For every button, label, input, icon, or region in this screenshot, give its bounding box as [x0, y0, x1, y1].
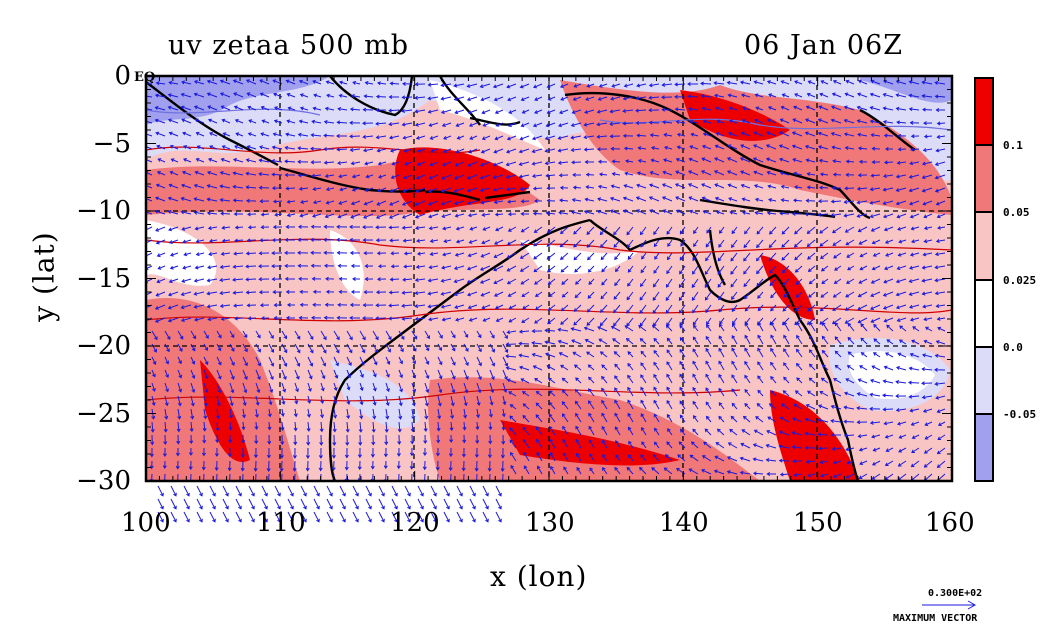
shading-white-indian: [330, 230, 364, 300]
colorbar-swatch-5: [974, 346, 994, 415]
y-tick-3: −15: [76, 264, 131, 294]
colorbar-label-1: 0.1: [1003, 139, 1023, 152]
x-tick-3: 130: [525, 508, 575, 538]
y-tick-2: −10: [76, 196, 131, 226]
y-axis-label: y (lat): [27, 231, 61, 322]
shading-white-west: [146, 220, 217, 286]
x-tick-6: 160: [925, 508, 975, 538]
max-vector-label: MAXIMUM VECTOR: [893, 613, 978, 624]
shading-red-core-banda: [395, 147, 530, 215]
coast-australia-west: [328, 218, 591, 481]
shading-blue-perth: [330, 360, 420, 429]
colorbar: [974, 77, 994, 482]
wind-vectors-below: [157, 485, 502, 523]
grid-lines: [146, 76, 952, 481]
coast-newbritain: [859, 108, 916, 151]
coast-borneo: [329, 76, 414, 117]
colorbar-label-4: 0.0: [1003, 341, 1023, 354]
coast-australia-north-east: [589, 219, 860, 481]
colorbar-label-3: 0.025: [1003, 274, 1037, 287]
shading-white-strip: [430, 80, 545, 150]
colorbar-swatch-6: [974, 413, 994, 482]
shading-blue-dark-east: [860, 76, 952, 103]
shading-red-core-se: [770, 390, 860, 481]
colorbar-swatch-4: [974, 279, 994, 348]
shading-white-coralsea: [848, 351, 935, 400]
map-panel: [146, 76, 952, 481]
x-axis-label: x (lon): [490, 560, 588, 593]
x-tick-1: 110: [256, 508, 306, 538]
colorbar-swatch-1: [974, 77, 994, 146]
colorbar-label-5: -0.05: [1003, 408, 1037, 421]
shading-red-band-png: [560, 80, 952, 215]
x-tick-5: 150: [793, 508, 843, 538]
shading-white-timorsea: [520, 240, 640, 274]
colorbar-label-2: 0.05: [1003, 206, 1030, 219]
x-tick-4: 140: [659, 508, 709, 538]
wind-vectors: [146, 79, 946, 481]
y-tick-4: −20: [76, 331, 131, 361]
shading-red-core-sw: [200, 360, 250, 462]
colorbar-swatch-3: [974, 211, 994, 281]
coast-sumatra: [146, 81, 279, 167]
shading-red-core-qld: [760, 255, 815, 320]
y-tick-0: 0: [114, 61, 131, 91]
coast-java: [279, 166, 426, 193]
coast-newguinea: [564, 91, 871, 220]
coast-sulawesi: [438, 76, 521, 126]
x-tick-2: 120: [390, 508, 440, 538]
equator-label: EQ: [134, 70, 156, 85]
x-tick-0: 100: [121, 508, 171, 538]
y-tick-6: −30: [76, 466, 131, 496]
shading-red-core-south: [500, 420, 680, 466]
y-tick-1: −5: [92, 129, 131, 159]
max-vector-value: 0.300E+02: [928, 588, 983, 599]
map-date: 06 Jan 06Z: [744, 30, 903, 61]
colorbar-swatch-2: [974, 144, 994, 213]
max-vector-arrow: [922, 600, 977, 610]
shading-red-sw: [146, 298, 300, 481]
y-tick-5: −25: [76, 399, 131, 429]
map-title: uv zetaa 500 mb: [168, 30, 410, 61]
shading-red-core-png: [680, 90, 790, 141]
frame-ticks: [145, 75, 953, 482]
